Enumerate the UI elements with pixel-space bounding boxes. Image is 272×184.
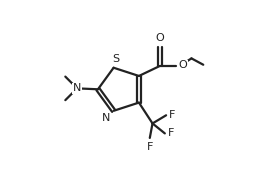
Text: N: N (73, 83, 81, 93)
Text: F: F (147, 142, 153, 152)
Text: F: F (169, 110, 176, 120)
Text: O: O (155, 33, 164, 43)
Text: O: O (178, 61, 187, 70)
Text: S: S (112, 54, 119, 64)
Text: F: F (168, 128, 174, 138)
Text: N: N (102, 113, 110, 123)
